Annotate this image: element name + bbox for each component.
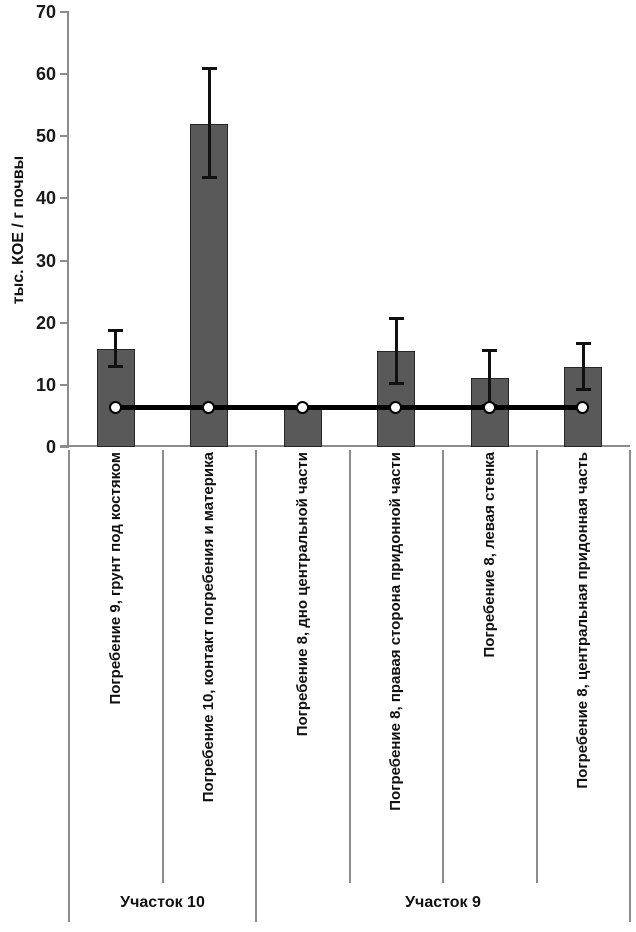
group-separator-line bbox=[68, 450, 70, 922]
error-bar-cap-bottom bbox=[201, 176, 217, 180]
y-tick-label: 0 bbox=[45, 437, 56, 457]
category-label: Погребение 8, дно центральной части bbox=[293, 452, 311, 737]
error-bar-line bbox=[488, 350, 492, 406]
y-tick-mark bbox=[60, 11, 68, 13]
y-axis-line bbox=[67, 11, 69, 448]
category-separator-line bbox=[348, 450, 351, 883]
x-axis-line bbox=[60, 445, 630, 447]
y-tick-label: 20 bbox=[35, 312, 56, 333]
group-label: Участок 10 bbox=[120, 894, 205, 911]
error-bar-cap-bottom bbox=[388, 382, 404, 386]
category-label: Погребение 8, правая сторона придонной ч… bbox=[387, 452, 405, 811]
error-bar-cap-top bbox=[482, 348, 498, 352]
y-tick-label: 10 bbox=[35, 374, 56, 395]
category-label: Погребение 10, контакт погребения и мате… bbox=[200, 452, 218, 803]
category-label: Погребение 8, центральная придонная част… bbox=[574, 452, 592, 789]
category-label: Погребение 8, левая стенка bbox=[480, 452, 498, 658]
y-tick-mark bbox=[60, 259, 68, 262]
y-tick-mark bbox=[60, 73, 68, 76]
reference-line bbox=[115, 405, 584, 411]
reference-line-marker bbox=[295, 400, 309, 414]
group-separator-line bbox=[629, 450, 631, 922]
error-bar-cap-top bbox=[108, 328, 124, 332]
error-bar-line bbox=[394, 318, 398, 384]
reference-line-marker bbox=[108, 400, 122, 414]
y-tick-label: 60 bbox=[35, 64, 56, 85]
y-tick-label: 40 bbox=[35, 188, 56, 209]
y-tick-mark bbox=[60, 383, 68, 386]
error-bar-cap-bottom bbox=[108, 365, 124, 369]
reference-line-marker bbox=[389, 400, 403, 414]
y-tick-label: 70 bbox=[35, 2, 56, 22]
error-bar-cap-top bbox=[201, 67, 217, 71]
reference-line-marker bbox=[576, 400, 590, 414]
group-label: Участок 9 bbox=[405, 894, 481, 911]
reference-line-marker bbox=[482, 400, 496, 414]
group-separator-line bbox=[255, 450, 257, 922]
error-bar-cap-top bbox=[575, 342, 591, 346]
error-bar-line bbox=[207, 68, 211, 178]
reference-line-marker bbox=[202, 400, 216, 414]
y-tick-mark bbox=[60, 446, 68, 448]
error-bar-line bbox=[581, 343, 585, 390]
y-tick-label: 30 bbox=[35, 250, 56, 271]
category-label: Погребение 9, грунт под костяком bbox=[106, 452, 124, 705]
y-tick-mark bbox=[60, 197, 68, 200]
y-tick-mark bbox=[60, 135, 68, 138]
error-bar-line bbox=[114, 330, 118, 367]
error-bar-cap-top bbox=[388, 316, 404, 320]
category-separator-line bbox=[535, 450, 538, 883]
y-tick-label: 50 bbox=[35, 126, 56, 147]
category-separator-line bbox=[442, 450, 444, 883]
error-bar-cap-bottom bbox=[575, 387, 591, 391]
y-tick-mark bbox=[60, 321, 68, 324]
category-separator-line bbox=[161, 450, 164, 883]
